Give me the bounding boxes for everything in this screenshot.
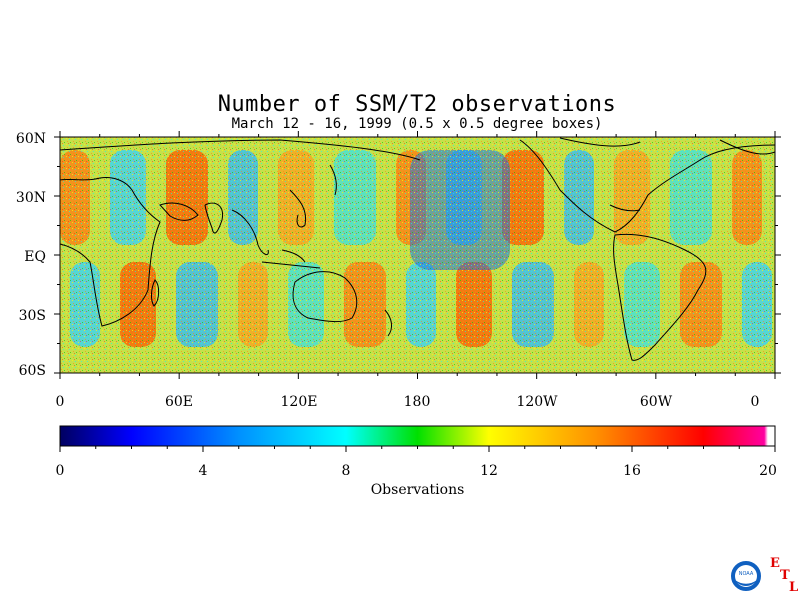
- observation-field: [60, 137, 775, 373]
- etl-letter-l: L: [789, 580, 799, 595]
- colorbar-tick-8: 8: [341, 463, 351, 479]
- lon-label-120w: 120W: [516, 394, 558, 410]
- lon-label-0-end: 0: [750, 394, 760, 410]
- coastlines: [60, 137, 775, 361]
- noaa-logo: NOAA: [729, 559, 763, 593]
- lat-label-eq: EQ: [24, 249, 46, 265]
- colorbar-tick-16: 16: [623, 463, 641, 479]
- colorbar-tick-20: 20: [759, 463, 777, 479]
- map-title: Number of SSM/T2 observations: [217, 92, 617, 117]
- lon-label-60w: 60W: [639, 394, 673, 410]
- lon-label-0: 0: [55, 394, 65, 410]
- colorbar-tick-0: 0: [55, 463, 65, 479]
- colorbar-tick-12: 12: [480, 463, 498, 479]
- lat-label-60s: 60S: [18, 363, 46, 379]
- lon-label-60e: 60E: [164, 394, 194, 410]
- lon-label-180: 180: [403, 394, 431, 410]
- axis-ticks: [54, 131, 781, 379]
- colorbar: [59, 425, 776, 447]
- lat-label-30n: 30N: [15, 190, 46, 206]
- colorbar-ticks: [59, 446, 776, 452]
- lat-label-60n: 60N: [15, 131, 46, 147]
- map-subtitle: March 12 - 16, 1999 (0.5 x 0.5 degree bo…: [231, 116, 603, 132]
- colorbar-label: Observations: [370, 482, 465, 498]
- noaa-logo-text: NOAA: [739, 571, 754, 577]
- lon-label-120e: 120E: [280, 394, 318, 410]
- etl-letter-e: E: [770, 556, 780, 571]
- etl-letter-t: T: [780, 568, 790, 583]
- colorbar-tick-4: 4: [198, 463, 208, 479]
- lat-label-30s: 30S: [18, 308, 46, 324]
